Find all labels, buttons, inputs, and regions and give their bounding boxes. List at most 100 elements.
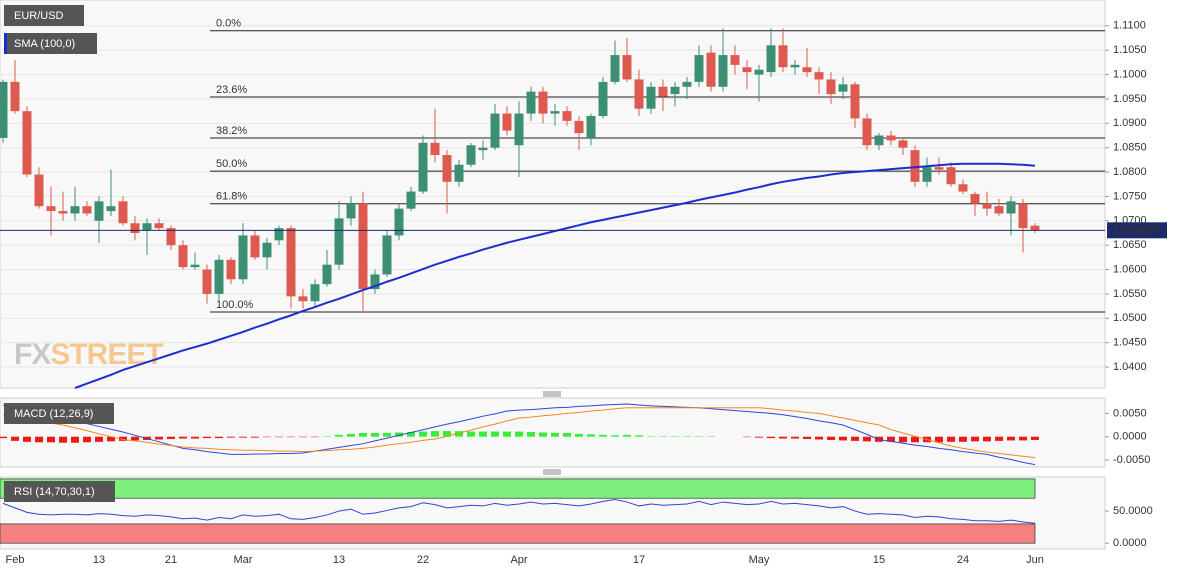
candle-body: [130, 223, 140, 233]
fib-label: 61.8%: [216, 191, 247, 203]
candle-body: [478, 147, 488, 151]
price-label: 1.068050: [1113, 224, 1159, 236]
candle-body: [418, 142, 428, 192]
candle-body: [658, 86, 668, 97]
candle-body: [778, 45, 788, 68]
histogram-bar: [551, 432, 559, 437]
histogram-bar: [359, 432, 367, 437]
y-tick-label: 1.0600: [1113, 263, 1147, 275]
histogram-bar: [0, 436, 7, 439]
histogram-bar: [947, 436, 955, 442]
y-tick-label: 0.0000: [1113, 537, 1147, 549]
candle-body: [682, 81, 692, 87]
y-tick-label: 1.1000: [1113, 68, 1147, 80]
candle-body: [994, 206, 1004, 214]
candle-body: [574, 120, 584, 134]
candle-body: [694, 55, 704, 82]
histogram-bar: [239, 436, 247, 438]
legend-box[interactable]: [4, 5, 84, 26]
y-tick-label: 1.0750: [1113, 190, 1147, 202]
histogram-bar: [251, 436, 259, 438]
y-tick-label: 0.0000: [1113, 431, 1147, 443]
candle-body: [442, 155, 452, 182]
candle-body: [406, 191, 416, 209]
histogram-bar: [563, 432, 571, 437]
candle-body: [874, 135, 884, 146]
y-tick-label: 1.0400: [1113, 361, 1147, 373]
candle-body: [214, 259, 224, 294]
candle-body: [598, 81, 608, 117]
y-tick-label: 1.0550: [1113, 288, 1147, 300]
histogram-bar: [935, 436, 943, 443]
rsi-band: [0, 478, 1036, 499]
histogram-bar: [443, 431, 451, 437]
watermark-prefix: FX: [14, 338, 51, 371]
histogram-bar: [959, 436, 967, 442]
candle-body: [1030, 225, 1040, 231]
histogram-bar: [491, 431, 499, 437]
legend-box[interactable]: [4, 403, 114, 424]
candle-body: [754, 69, 764, 75]
candle-body: [526, 91, 536, 114]
candle-body: [46, 206, 56, 212]
candle-body: [946, 167, 956, 185]
candle-body: [190, 264, 200, 268]
histogram-bar: [59, 436, 67, 443]
x-tick-label: Apr: [510, 554, 527, 566]
legend-box[interactable]: [4, 481, 115, 502]
candle-body: [898, 140, 908, 148]
candle-body: [382, 235, 392, 275]
histogram-bar: [131, 436, 139, 441]
candle-body: [502, 113, 512, 131]
histogram-bar: [227, 436, 235, 438]
panel-handle[interactable]: [543, 391, 561, 397]
candle-body: [142, 223, 152, 231]
histogram-bar: [23, 436, 31, 442]
candle-body: [310, 284, 320, 302]
histogram-bar: [371, 432, 379, 437]
legend-symbol: EUR/USD: [14, 10, 64, 22]
histogram-bar: [863, 436, 871, 442]
candle-body: [202, 269, 212, 294]
fib-label: 50.0%: [216, 158, 247, 170]
watermark-suffix: STREET: [50, 338, 163, 371]
candle-body: [862, 118, 872, 146]
candle-body: [106, 206, 116, 212]
macd-panel: [0, 397, 1106, 468]
histogram-bar: [515, 431, 523, 437]
histogram-bar: [347, 433, 355, 437]
candle-body: [970, 194, 980, 204]
candle-body: [886, 135, 896, 141]
candle-body: [226, 259, 236, 280]
candle-body: [622, 55, 632, 80]
histogram-bar: [503, 431, 511, 437]
histogram-bar: [1007, 436, 1015, 441]
y-tick-label: 1.0900: [1113, 117, 1147, 129]
y-tick-label: -0.0050: [1113, 454, 1150, 466]
histogram-bar: [539, 432, 547, 437]
histogram-bar: [623, 434, 631, 437]
histogram-bar: [479, 431, 487, 437]
candle-body: [1018, 203, 1028, 229]
candle-body: [94, 201, 104, 221]
histogram-bar: [767, 436, 775, 439]
candle-body: [514, 113, 524, 146]
x-tick-label: 21: [165, 554, 177, 566]
histogram-bar: [335, 434, 343, 437]
candle-body: [586, 116, 596, 138]
candle-body: [166, 228, 176, 246]
x-tick-label: Feb: [6, 554, 25, 566]
panel-handle[interactable]: [543, 469, 561, 475]
histogram-bar: [191, 436, 199, 439]
candle-body: [730, 55, 740, 65]
histogram-bar: [899, 436, 907, 443]
legend-box[interactable]: [4, 33, 97, 54]
histogram-bar: [119, 436, 127, 441]
y-tick-label: 50.0000: [1113, 505, 1153, 517]
candle-body: [358, 203, 368, 290]
candle-body: [82, 206, 92, 214]
y-tick-label: 1.0950: [1113, 93, 1147, 105]
histogram-bar: [995, 436, 1003, 441]
histogram-bar: [839, 436, 847, 441]
candle-body: [814, 72, 824, 80]
